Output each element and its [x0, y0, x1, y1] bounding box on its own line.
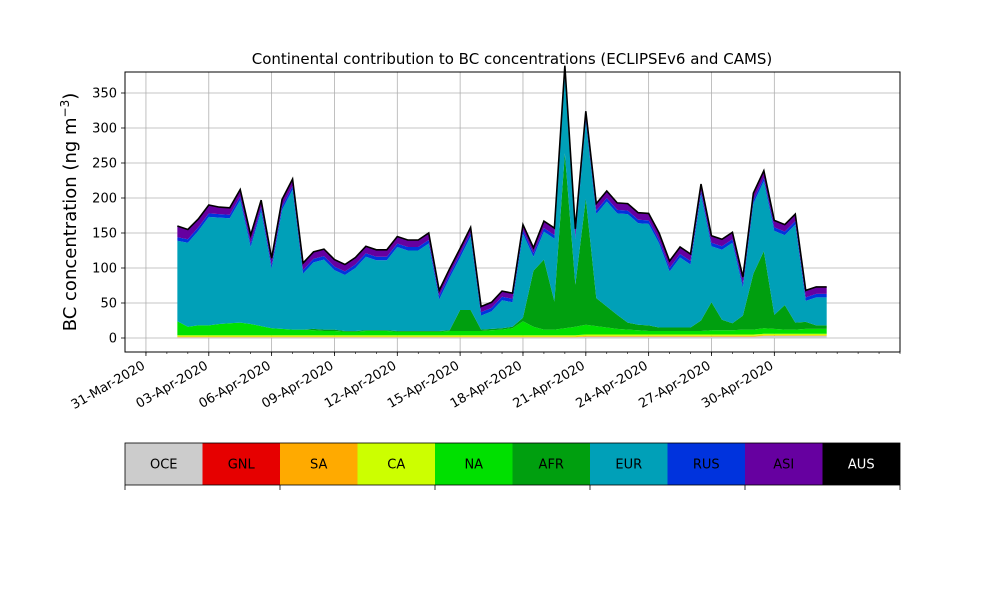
legend-swatch-rus [667, 443, 745, 485]
y-axis-label-close: ) [60, 93, 81, 100]
y-tick-label: 50 [100, 297, 117, 312]
legend-swatch-afr [512, 443, 590, 485]
axes [124, 71, 901, 353]
legend-swatch-na [435, 443, 513, 485]
legend-frame [124, 442, 901, 486]
y-tick-label: 150 [92, 227, 117, 242]
legend-label-ca: CA [387, 458, 405, 473]
area-oce [177, 335, 827, 338]
legend-colorbar: OCE GNL SA CA NA AFR EUR RUS ASI AUS [124, 442, 901, 490]
y-axis-ticks: 0 50 100 150 200 250 300 350 [92, 87, 125, 347]
legend-swatch-eur [590, 443, 668, 485]
legend-label-eur: EUR [615, 458, 642, 473]
y-tick-label: 250 [92, 157, 117, 172]
y-tick-label: 0 [109, 332, 117, 347]
y-tick-label: 300 [92, 122, 117, 137]
legend-label-asi: ASI [773, 458, 794, 473]
x-tick-label: 30-Apr-2020 [699, 358, 776, 411]
x-axis-ticks: 31-Mar-202003-Apr-202006-Apr-202009-Apr-… [69, 352, 901, 413]
y-tick-label: 200 [92, 192, 117, 207]
y-axis-label: BC concentration (ng m−3) [58, 93, 81, 332]
legend-swatch-aus [822, 443, 900, 485]
total-outline [177, 65, 827, 308]
area-asi [177, 65, 827, 313]
legend-swatch-ca [357, 443, 435, 485]
chart-title: Continental contribution to BC concentra… [252, 50, 773, 68]
area-afr [177, 153, 827, 332]
legend-label-oce: OCE [150, 458, 178, 473]
area-na [177, 321, 827, 336]
area-eur [177, 76, 827, 331]
legend-label-na: NA [464, 458, 483, 473]
y-tick-label: 100 [92, 262, 117, 277]
y-axis-label-exponent: −3 [58, 100, 72, 118]
plot-frame [124, 71, 901, 353]
legend-label-rus: RUS [693, 458, 720, 473]
area-sa [177, 335, 827, 338]
area-rus [177, 72, 827, 316]
y-axis-label-main: BC concentration (ng m [60, 117, 81, 331]
stacked-areas [177, 65, 827, 338]
legend-label-gnl: GNL [228, 458, 256, 473]
legend-swatch-asi [745, 443, 823, 485]
legend-swatch-sa [280, 443, 358, 485]
legend-swatch-gnl [202, 443, 280, 485]
legend-label-sa: SA [310, 458, 327, 473]
legend-swatch-oce [125, 443, 203, 485]
legend-label-afr: AFR [539, 458, 564, 473]
y-tick-label: 350 [92, 87, 117, 102]
legend-label-aus: AUS [848, 458, 875, 473]
